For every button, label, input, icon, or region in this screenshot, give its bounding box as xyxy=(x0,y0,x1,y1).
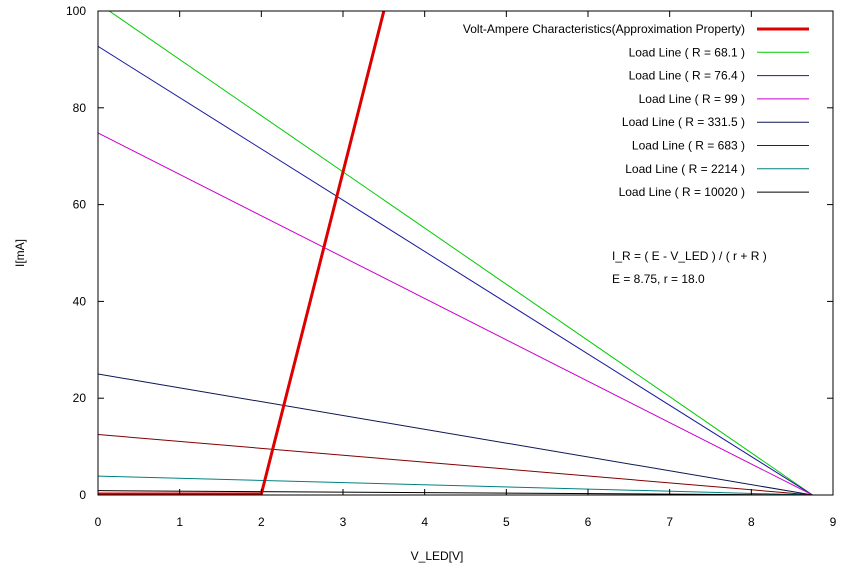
legend-label: Load Line ( R = 683 ) xyxy=(632,139,745,153)
plot-frame xyxy=(97,10,834,496)
legend-label: Load Line ( R = 99 ) xyxy=(639,92,745,106)
legend-label: Load Line ( R = 331.5 ) xyxy=(622,115,745,129)
load-line-4 xyxy=(98,373,813,495)
legend-label: Load Line ( R = 68.1 ) xyxy=(629,45,745,59)
load-line-7 xyxy=(98,490,813,495)
formula-annotation: I_R = ( E - V_LED ) / ( r + R ) xyxy=(612,249,767,263)
y-tick-label: 20 xyxy=(73,391,87,405)
parameters-annotation: E = 8.75, r = 18.0 xyxy=(612,272,705,286)
legend-entry: Load Line ( R = 331.5 ) xyxy=(622,115,809,129)
load-line-3 xyxy=(98,132,813,495)
legend-entry: Load Line ( R = 683 ) xyxy=(632,139,809,153)
x-tick-label: 8 xyxy=(748,515,755,529)
y-axis-label: I[mA] xyxy=(13,239,27,267)
x-axis-label: V_LED[V] xyxy=(411,549,464,563)
y-tick-label: 0 xyxy=(79,488,86,502)
load-line-5 xyxy=(98,434,813,495)
load-line-1 xyxy=(108,11,813,495)
legend-entry: Load Line ( R = 68.1 ) xyxy=(629,45,809,59)
x-tick-label: 7 xyxy=(666,515,673,529)
x-tick-label: 3 xyxy=(340,515,347,529)
x-tick-label: 2 xyxy=(258,515,265,529)
legend-label: Load Line ( R = 76.4 ) xyxy=(629,69,745,83)
x-tick-label: 1 xyxy=(176,515,183,529)
x-tick-label: 5 xyxy=(503,515,510,529)
legend-entry: Load Line ( R = 10020 ) xyxy=(619,185,809,199)
x-tick-label: 6 xyxy=(585,515,592,529)
plot-lines xyxy=(98,11,813,495)
x-tick-label: 9 xyxy=(830,515,837,529)
y-tick-label: 60 xyxy=(73,198,87,212)
y-tick-label: 80 xyxy=(73,101,87,115)
axes: 0 1 2 3 4 5 6 7 8 9 0 20 40 60 80 100 xyxy=(66,4,837,529)
legend-entry: Load Line ( R = 99 ) xyxy=(639,92,809,106)
legend-entry: Load Line ( R = 76.4 ) xyxy=(629,69,809,83)
legend-label: Volt-Ampere Characteristics(Approximatio… xyxy=(463,22,745,36)
y-tick-label: 100 xyxy=(66,4,86,18)
legend: Volt-Ampere Characteristics(Approximatio… xyxy=(463,22,809,199)
legend-label: Load Line ( R = 10020 ) xyxy=(619,185,745,199)
legend-entry: Load Line ( R = 2214 ) xyxy=(625,162,809,176)
load-line-6 xyxy=(98,475,813,495)
va-characteristic-line xyxy=(98,11,386,495)
x-tick-label: 4 xyxy=(421,515,428,529)
load-line-2 xyxy=(98,45,813,495)
y-tick-label: 40 xyxy=(73,294,87,308)
legend-label: Load Line ( R = 2214 ) xyxy=(625,162,745,176)
legend-entry: Volt-Ampere Characteristics(Approximatio… xyxy=(463,22,809,36)
x-tick-label: 0 xyxy=(95,515,102,529)
